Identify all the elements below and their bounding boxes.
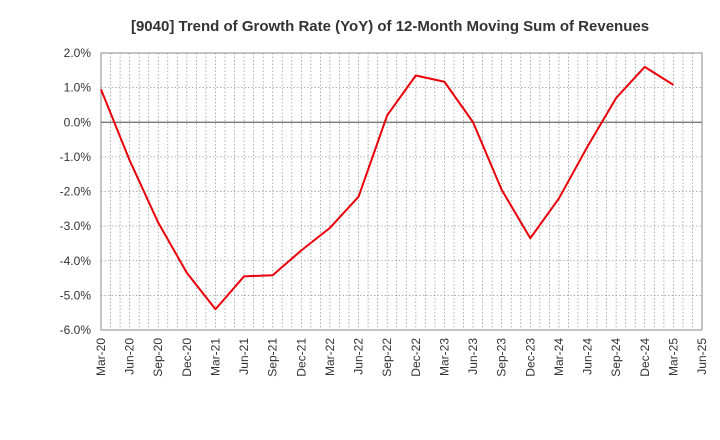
x-tick-label: Sep-24: [609, 338, 623, 377]
x-tick-label: Mar-24: [552, 338, 566, 376]
y-tick-label: -1.0%: [60, 150, 92, 164]
x-tick-label: Dec-22: [409, 338, 423, 377]
y-tick-label: 0.0%: [64, 115, 92, 129]
y-tick-label: -3.0%: [60, 219, 92, 233]
y-tick-label: -2.0%: [60, 185, 92, 199]
x-tick-label: Dec-24: [638, 338, 652, 377]
x-tick-label: Dec-21: [294, 338, 308, 377]
axis-layer: 2.0% 1.0% 0.0% -1.0% -2.0% -3.0% -4.0% -5.0% -6.…: [60, 46, 709, 377]
x-tick-label: Sep-20: [151, 338, 165, 377]
x-tick-label: Jun-23: [466, 338, 480, 375]
x-tick-label: Mar-22: [323, 338, 337, 376]
x-tick-label: Mar-20: [94, 338, 108, 376]
x-tick-label: Jun-20: [123, 338, 137, 375]
plot-border: [100, 52, 703, 331]
series-layer: [100, 65, 674, 311]
x-tick-label: Jun-25: [695, 338, 709, 375]
x-tick-label: Dec-20: [180, 338, 194, 377]
x-tick-label: Jun-22: [352, 338, 366, 375]
x-tick-label: Mar-21: [208, 338, 222, 376]
x-tick-label: Jun-24: [581, 338, 595, 375]
y-tick-label: -6.0%: [60, 323, 92, 337]
grid-layer: [101, 53, 702, 330]
x-tick-label: Sep-23: [495, 338, 509, 377]
y-tick-label: 1.0%: [64, 81, 92, 95]
x-tick-label: Mar-25: [666, 338, 680, 376]
x-tick-label: Sep-21: [266, 338, 280, 377]
x-tick-label: Dec-23: [523, 338, 537, 377]
series-line: [100, 65, 674, 311]
y-tick-label: -4.0%: [60, 254, 92, 268]
y-tick-label: 2.0%: [64, 46, 92, 60]
chart-title: [9040] Trend of Growth Rate (YoY) of 12-…: [131, 18, 649, 35]
x-tick-label: Jun-21: [237, 338, 251, 375]
y-tick-label: -5.0%: [60, 288, 92, 302]
x-tick-label: Mar-23: [437, 338, 451, 376]
x-tick-label: Sep-22: [380, 338, 394, 377]
